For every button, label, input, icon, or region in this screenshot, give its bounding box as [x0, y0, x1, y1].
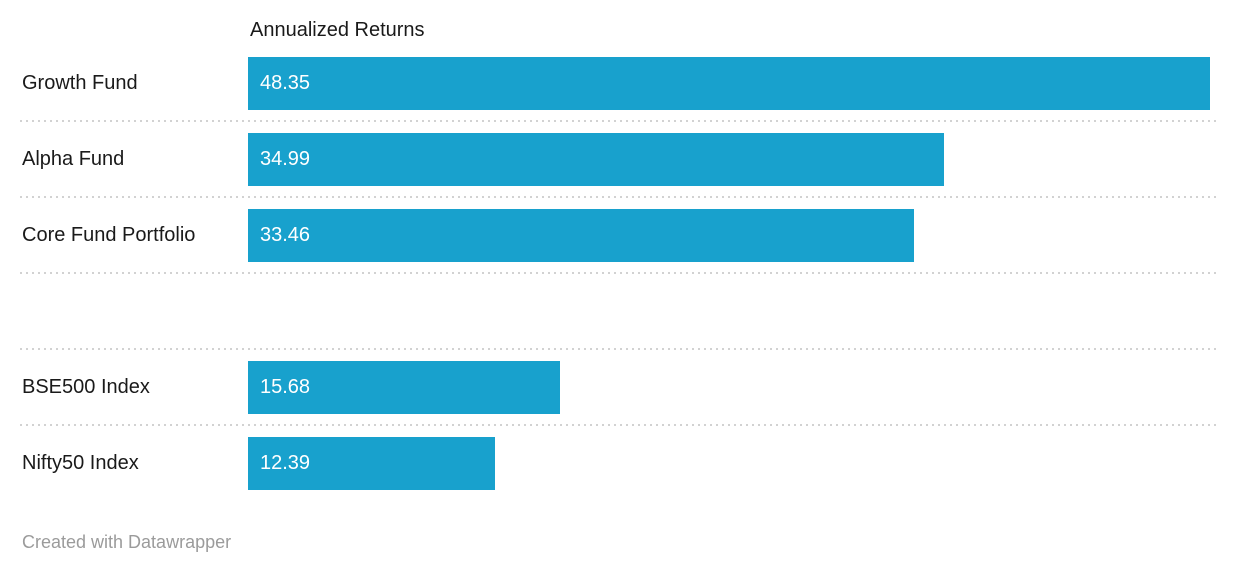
bar-value-label: 15.68	[260, 375, 311, 398]
chart-row: Core Fund Portfolio 33.46	[0, 198, 1240, 272]
category-label: Core Fund Portfolio	[22, 223, 196, 246]
category-label: Growth Fund	[22, 71, 138, 94]
bar-area: 15.68	[248, 360, 1210, 414]
chart-row: Alpha Fund 34.99	[0, 122, 1240, 196]
chart-row: BSE500 Index 15.68	[0, 350, 1240, 424]
category-label: Alpha Fund	[22, 147, 125, 170]
row-divider	[20, 272, 1218, 274]
bar-area: 33.46	[248, 208, 1210, 262]
bar-value-label: 48.35	[260, 71, 311, 94]
column-header-row: Annualized Returns	[0, 0, 1240, 46]
bar: 48.35	[248, 56, 1210, 110]
bar-area: 34.99	[248, 132, 1210, 186]
row-divider	[20, 348, 1218, 350]
bar-value-label: 34.99	[260, 147, 311, 170]
bar-area: 12.39	[248, 436, 1210, 490]
row-divider	[20, 196, 1218, 198]
bar-area: 48.35	[248, 56, 1210, 110]
category-label: Nifty50 Index	[22, 451, 139, 474]
bar-value-label: 33.46	[260, 223, 311, 246]
bar: 15.68	[248, 360, 560, 414]
datawrapper-credit: Created with Datawrapper	[22, 532, 232, 552]
chart-row	[0, 274, 1240, 348]
row-divider	[20, 424, 1218, 426]
chart-row: Nifty50 Index 12.39	[0, 426, 1240, 500]
row-divider	[20, 120, 1218, 122]
column-header: Annualized Returns	[250, 19, 425, 41]
category-label: BSE500 Index	[22, 375, 150, 398]
bar: 34.99	[248, 132, 945, 186]
bar-area	[248, 285, 1210, 338]
bar: 12.39	[248, 436, 495, 490]
bar: 33.46	[248, 208, 914, 262]
chart-row: Growth Fund 48.35	[0, 46, 1240, 120]
bar-value-label: 12.39	[260, 451, 311, 474]
rows-container: Growth Fund 48.35 Alpha Fund 34.99 Core Fund…	[0, 46, 1240, 500]
